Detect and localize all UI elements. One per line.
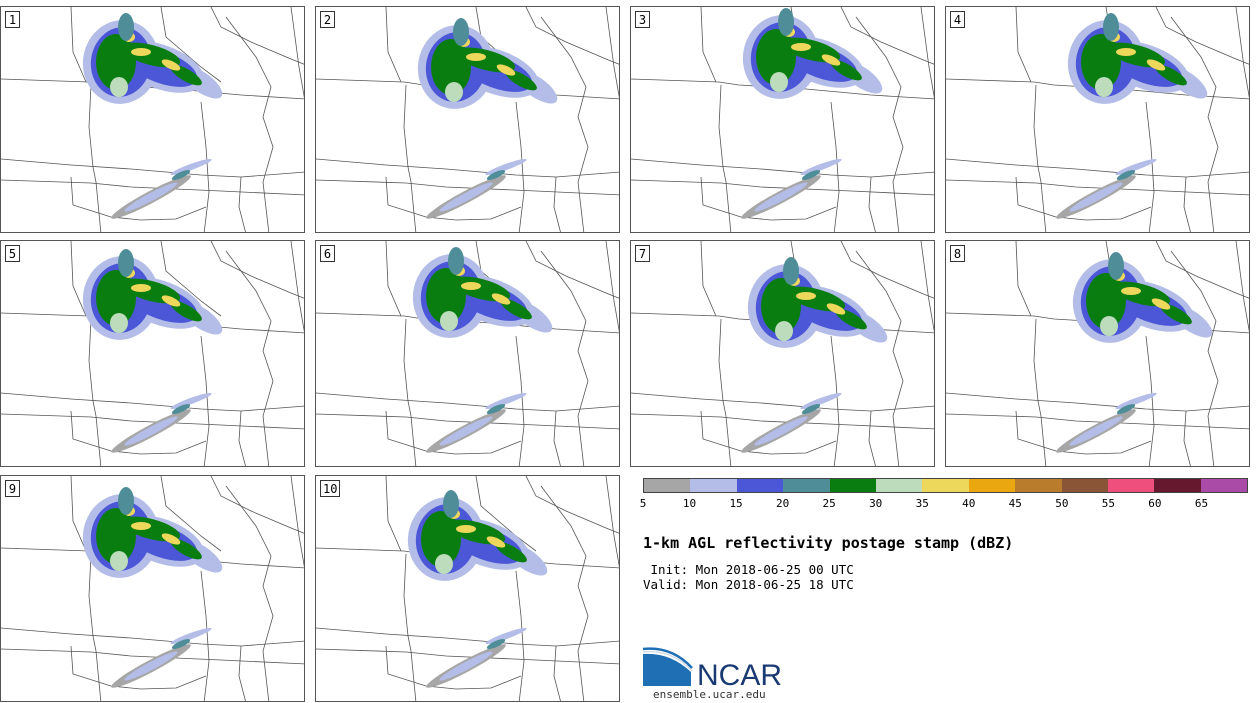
member-number: 7	[635, 245, 650, 262]
member-number: 5	[5, 245, 20, 262]
colorbar-tick-label: 50	[1055, 497, 1069, 510]
colorbar-tick-label: 10	[682, 497, 697, 510]
colorbar-swatch	[783, 479, 830, 492]
colorbar-swatch	[1015, 479, 1062, 492]
colorbar-swatch	[1154, 479, 1201, 492]
colorbar-swatch	[736, 479, 784, 492]
colorbar-tick-label: 5	[639, 497, 647, 510]
radar-map	[1, 7, 304, 232]
radar-map	[316, 241, 619, 466]
colorbar	[643, 478, 1248, 493]
radar-map	[1, 476, 304, 701]
radar-map	[631, 7, 934, 232]
colorbar-swatch	[1200, 479, 1248, 492]
radar-map	[1, 241, 304, 466]
colorbar-swatch	[690, 479, 737, 492]
colorbar-tick-label: 20	[775, 497, 790, 510]
colorbar-swatch	[829, 479, 876, 492]
colorbar-swatch	[968, 479, 1016, 492]
colorbar-tick-label: 30	[869, 497, 883, 510]
radar-map	[946, 241, 1249, 466]
chart-title: 1-km AGL reflectivity postage stamp (dBZ…	[643, 534, 1014, 552]
ncar-logo-icon: NCAR	[642, 647, 782, 692]
member-number: 10	[320, 480, 341, 497]
ensemble-member-panel-8: 8	[945, 240, 1250, 467]
valid-time: Valid: Mon 2018-06-25 18 UTC	[643, 577, 854, 592]
init-time: Init: Mon 2018-06-25 00 UTC	[643, 562, 854, 577]
colorbar-tick-label: 40	[962, 497, 976, 510]
colorbar-tick-label: 25	[822, 497, 836, 510]
colorbar-swatch	[1061, 479, 1108, 492]
member-number: 9	[5, 480, 20, 497]
member-number: 2	[320, 11, 335, 28]
colorbar-tick-label: 15	[729, 497, 743, 510]
colorbar-tick-label: 45	[1008, 497, 1022, 510]
ensemble-member-panel-7: 7	[630, 240, 935, 467]
ncar-logo: NCAR	[642, 646, 792, 692]
ensemble-member-panel-3: 3	[630, 6, 935, 233]
member-number: 4	[950, 11, 965, 28]
ensemble-member-panel-5: 5	[0, 240, 305, 467]
member-number: 1	[5, 11, 20, 28]
ensemble-member-panel-2: 2	[315, 6, 620, 233]
colorbar-swatch	[1107, 479, 1155, 492]
radar-map	[316, 476, 619, 701]
member-number: 3	[635, 11, 650, 28]
ensemble-member-panel-10: 10	[315, 475, 620, 702]
colorbar-swatch	[875, 479, 923, 492]
member-number: 8	[950, 245, 965, 262]
colorbar-swatch	[644, 479, 691, 492]
logo-text: NCAR	[697, 659, 782, 690]
radar-map	[946, 7, 1249, 232]
logo-url: ensemble.ucar.edu	[653, 688, 766, 701]
colorbar-tick-label: 60	[1148, 497, 1162, 510]
ensemble-member-panel-1: 1	[0, 6, 305, 233]
radar-map	[316, 7, 619, 232]
colorbar-tick-label: 55	[1101, 497, 1115, 510]
radar-map	[631, 241, 934, 466]
colorbar-ticks: 5 10 15 20 25 30 35 40 45 50 55 60 65	[639, 497, 1248, 513]
ensemble-member-panel-4: 4	[945, 6, 1250, 233]
colorbar-swatch	[922, 479, 969, 492]
colorbar-tick-label: 65	[1194, 497, 1209, 510]
ensemble-member-panel-9: 9	[0, 475, 305, 702]
member-number: 6	[320, 245, 335, 262]
colorbar-tick-label: 35	[915, 497, 929, 510]
ensemble-member-panel-6: 6	[315, 240, 620, 467]
